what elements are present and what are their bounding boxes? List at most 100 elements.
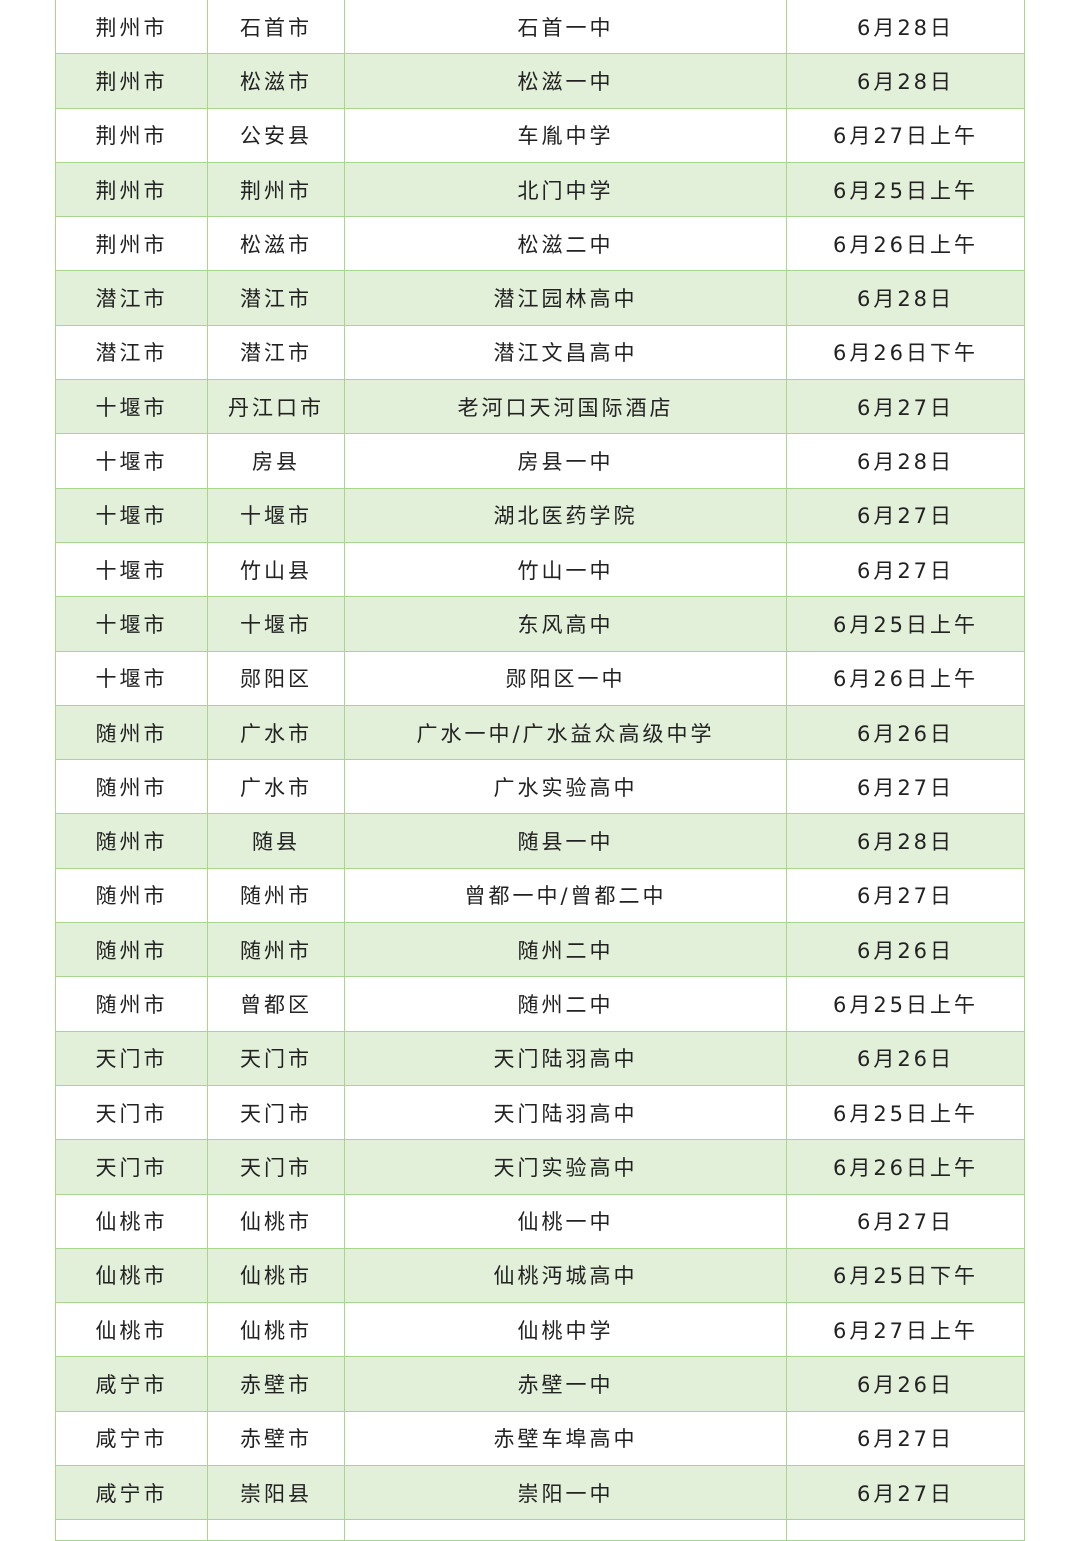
location-cell: 湖北医药学院 xyxy=(344,487,787,543)
table-row: 荆州市 松滋市 松滋二中 6月26日上午 xyxy=(55,216,1025,272)
table-row: 仙桃市 仙桃市 仙桃中学 6月27日上午 xyxy=(55,1302,1025,1358)
date-cell: 6月28日 xyxy=(786,53,1025,109)
district-cell: 房县 xyxy=(207,433,345,489)
district-cell: 天门市 xyxy=(207,1030,345,1086)
table-row: 咸宁市 崇阳县 崇阳一中 6月27日 xyxy=(55,1465,1025,1521)
city-cell: 荆州市 xyxy=(55,216,208,272)
city-cell: 咸宁市 xyxy=(55,1356,208,1412)
district-cell: 竹山县 xyxy=(207,541,345,598)
location-cell: 广水一中/广水益众高级中学 xyxy=(344,704,787,761)
table-row: 随州市 随县 随县一中 6月28日 xyxy=(55,813,1025,869)
district-cell: 潜江市 xyxy=(207,270,345,326)
location-cell: 广水实验高中 xyxy=(344,759,787,815)
table-row: 荆州市 松滋市 松滋一中 6月28日 xyxy=(55,53,1025,109)
district-cell: 曾都区 xyxy=(207,976,345,1032)
city-cell: 咸宁市 xyxy=(55,1410,208,1467)
district-cell: 荆州市 xyxy=(207,161,345,218)
location-cell: 随州二中 xyxy=(344,922,787,978)
district-cell: 随州市 xyxy=(207,867,345,924)
date-cell: 6月26日上午 xyxy=(786,216,1025,272)
date-cell: 6月27日 xyxy=(786,1410,1025,1467)
date-cell: 6月26日 xyxy=(786,704,1025,761)
empty-cell xyxy=(344,1519,787,1541)
district-cell: 天门市 xyxy=(207,1084,345,1141)
city-cell: 天门市 xyxy=(55,1139,208,1195)
table-row: 咸宁市 赤壁市 赤壁一中 6月26日 xyxy=(55,1356,1025,1412)
empty-cell xyxy=(55,1519,208,1541)
location-cell: 崇阳一中 xyxy=(344,1465,787,1521)
city-cell: 随州市 xyxy=(55,704,208,761)
city-cell: 仙桃市 xyxy=(55,1302,208,1358)
location-cell: 潜江文昌高中 xyxy=(344,324,787,381)
table-row: 随州市 随州市 随州二中 6月26日 xyxy=(55,922,1025,978)
district-cell: 赤壁市 xyxy=(207,1410,345,1467)
city-cell: 天门市 xyxy=(55,1084,208,1141)
city-cell: 荆州市 xyxy=(55,161,208,218)
district-cell: 十堰市 xyxy=(207,487,345,543)
location-cell: 仙桃中学 xyxy=(344,1302,787,1358)
table-row: 荆州市 荆州市 北门中学 6月25日上午 xyxy=(55,161,1025,218)
date-cell: 6月27日 xyxy=(786,487,1025,543)
location-cell: 北门中学 xyxy=(344,161,787,218)
city-cell: 随州市 xyxy=(55,813,208,869)
table-row: 仙桃市 仙桃市 仙桃沔城高中 6月25日下午 xyxy=(55,1247,1025,1304)
location-cell: 郧阳区一中 xyxy=(344,650,787,706)
table-row: 荆州市 石首市 石首一中 6月28日 xyxy=(55,0,1025,55)
empty-cell xyxy=(207,1519,345,1541)
district-cell: 赤壁市 xyxy=(207,1356,345,1412)
date-cell: 6月27日 xyxy=(786,759,1025,815)
date-cell: 6月27日 xyxy=(786,379,1025,435)
city-cell: 十堰市 xyxy=(55,541,208,598)
location-cell: 潜江园林高中 xyxy=(344,270,787,326)
table-row: 十堰市 郧阳区 郧阳区一中 6月26日上午 xyxy=(55,650,1025,706)
date-cell: 6月27日 xyxy=(786,541,1025,598)
city-cell: 仙桃市 xyxy=(55,1247,208,1304)
table-row: 十堰市 十堰市 湖北医药学院 6月27日 xyxy=(55,487,1025,543)
table-row: 十堰市 十堰市 东风高中 6月25日上午 xyxy=(55,596,1025,652)
city-cell: 随州市 xyxy=(55,922,208,978)
date-cell: 6月28日 xyxy=(786,0,1025,55)
district-cell: 随州市 xyxy=(207,922,345,978)
table-row: 天门市 天门市 天门陆羽高中 6月25日上午 xyxy=(55,1084,1025,1141)
table-row: 随州市 随州市 曾都一中/曾都二中 6月27日 xyxy=(55,867,1025,924)
district-cell: 郧阳区 xyxy=(207,650,345,706)
date-cell: 6月27日 xyxy=(786,1193,1025,1249)
city-cell: 荆州市 xyxy=(55,0,208,55)
district-cell: 公安县 xyxy=(207,107,345,163)
location-cell: 松滋一中 xyxy=(344,53,787,109)
city-cell: 天门市 xyxy=(55,1030,208,1086)
table-row: 十堰市 丹江口市 老河口天河国际酒店 6月27日 xyxy=(55,379,1025,435)
city-cell: 荆州市 xyxy=(55,107,208,163)
location-cell: 随州二中 xyxy=(344,976,787,1032)
table-row: 仙桃市 仙桃市 仙桃一中 6月27日 xyxy=(55,1193,1025,1249)
schedule-table: 荆州市 石首市 石首一中 6月28日 荆州市 松滋市 松滋一中 6月28日 荆州市 公安县 车胤中学… xyxy=(55,0,1025,1541)
district-cell: 崇阳县 xyxy=(207,1465,345,1521)
date-cell: 6月27日 xyxy=(786,1465,1025,1521)
city-cell: 十堰市 xyxy=(55,379,208,435)
district-cell: 丹江口市 xyxy=(207,379,345,435)
location-cell: 天门陆羽高中 xyxy=(344,1030,787,1086)
district-cell: 十堰市 xyxy=(207,596,345,652)
table-row: 随州市 广水市 广水一中/广水益众高级中学 6月26日 xyxy=(55,704,1025,761)
table-row: 随州市 曾都区 随州二中 6月25日上午 xyxy=(55,976,1025,1032)
district-cell: 潜江市 xyxy=(207,324,345,381)
city-cell: 十堰市 xyxy=(55,650,208,706)
location-cell: 天门陆羽高中 xyxy=(344,1084,787,1141)
table-row: 咸宁市 赤壁市 赤壁车埠高中 6月27日 xyxy=(55,1410,1025,1467)
location-cell: 仙桃沔城高中 xyxy=(344,1247,787,1304)
location-cell: 房县一中 xyxy=(344,433,787,489)
date-cell: 6月26日下午 xyxy=(786,324,1025,381)
table-row-partial xyxy=(55,1519,1025,1541)
table-row: 天门市 天门市 天门实验高中 6月26日上午 xyxy=(55,1139,1025,1195)
city-cell: 十堰市 xyxy=(55,433,208,489)
location-cell: 天门实验高中 xyxy=(344,1139,787,1195)
table-row: 潜江市 潜江市 潜江园林高中 6月28日 xyxy=(55,270,1025,326)
district-cell: 广水市 xyxy=(207,704,345,761)
location-cell: 车胤中学 xyxy=(344,107,787,163)
district-cell: 天门市 xyxy=(207,1139,345,1195)
table-row: 天门市 天门市 天门陆羽高中 6月26日 xyxy=(55,1030,1025,1086)
city-cell: 十堰市 xyxy=(55,487,208,543)
city-cell: 潜江市 xyxy=(55,270,208,326)
district-cell: 仙桃市 xyxy=(207,1302,345,1358)
location-cell: 赤壁一中 xyxy=(344,1356,787,1412)
